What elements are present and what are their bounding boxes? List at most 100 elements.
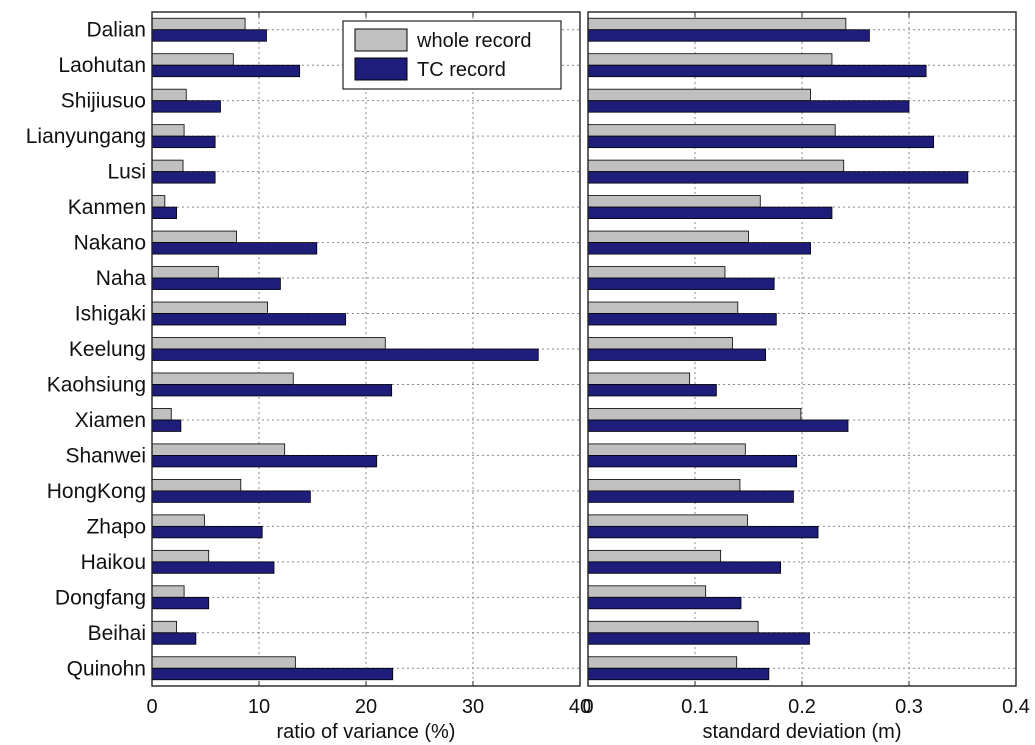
category-label-quinohn: Quinohn — [67, 657, 146, 680]
bar-whole-record-ishigaki — [151, 301, 268, 314]
bar-tc-record-naha — [587, 277, 775, 290]
bar-tc-record-beihai — [587, 632, 810, 645]
x-axis-label: standard deviation (m) — [703, 721, 902, 743]
bar-whole-record-lusi — [587, 159, 845, 173]
bar-tc-record-lusi — [151, 171, 216, 184]
bar-whole-record-shanwei — [587, 443, 746, 456]
bar-whole-record-nakano — [587, 230, 749, 243]
bar-whole-record-quinohn — [151, 656, 296, 669]
category-label-beihai: Beihai — [88, 622, 146, 645]
legend-label-whole-record: whole record — [416, 30, 532, 52]
bar-tc-record-kanmen — [151, 206, 178, 220]
bar-whole-record-hongkong — [151, 478, 242, 492]
category-label-nakano: Nakano — [74, 232, 146, 255]
category-label-naha: Naha — [96, 267, 147, 290]
panel-standard-deviation: 0 0.1 0.2 0.3 0.4 standard deviation (m) — [582, 11, 1030, 743]
bar-tc-record-lusi — [587, 171, 969, 184]
bar-tc-record-keelung — [587, 348, 767, 361]
category-label-hongkong: HongKong — [47, 480, 146, 503]
bar-whole-record-naha — [587, 266, 726, 279]
x-tick-label: 0.2 — [788, 696, 816, 718]
bar-tc-record-lianyungang — [587, 135, 935, 149]
bar-whole-record-dalian — [587, 17, 847, 31]
category-label-dalian: Dalian — [86, 19, 146, 42]
bar-tc-record-shijiusuo — [151, 100, 221, 113]
bar-whole-record-shijiusuo — [587, 88, 811, 102]
category-label-shanwei: Shanwei — [65, 444, 146, 467]
x-tick-label: 10 — [248, 696, 270, 718]
bar-whole-record-zhapo — [587, 514, 748, 527]
bar-whole-record-haikou — [587, 549, 722, 563]
category-label-lianyungang: Lianyungang — [26, 125, 146, 148]
bar-tc-record-nakano — [587, 242, 811, 255]
bar-tc-record-kaohsiung — [151, 384, 393, 397]
bar-whole-record-beihai — [587, 620, 759, 634]
bar-whole-record-kaohsiung — [587, 372, 691, 385]
bar-tc-record-keelung — [151, 348, 539, 361]
bar-tc-record-shanwei — [151, 455, 378, 468]
category-label-xiamen: Xiamen — [75, 409, 146, 432]
category-label-haikou: Haikou — [81, 551, 146, 574]
x-tick-label: 0.1 — [681, 696, 709, 718]
bar-tc-record-haikou — [587, 561, 782, 574]
bar-tc-record-zhapo — [151, 525, 263, 539]
bar-tc-record-dongfang — [151, 596, 210, 610]
bar-tc-record-kanmen — [587, 206, 833, 220]
bar-tc-record-dongfang — [587, 596, 742, 610]
bar-whole-record-dongfang — [587, 585, 707, 598]
bar-tc-record-kaohsiung — [587, 384, 717, 397]
bar-whole-record-xiamen — [151, 408, 172, 421]
x-tick-label: 0 — [582, 696, 593, 718]
x-tick-label: 20 — [355, 696, 377, 718]
bar-tc-record-naha — [151, 277, 281, 290]
category-label-dongfang: Dongfang — [55, 586, 146, 609]
bar-whole-record-hongkong — [587, 478, 741, 492]
bar-whole-record-laohutan — [151, 53, 234, 66]
bar-whole-record-beihai — [151, 620, 178, 634]
bar-whole-record-haikou — [151, 549, 210, 563]
x-tick-label: 0.4 — [1002, 696, 1030, 718]
bar-whole-record-keelung — [587, 337, 733, 350]
bar-tc-record-lianyungang — [151, 135, 216, 149]
bar-whole-record-nakano — [151, 230, 237, 243]
bar-whole-record-lusi — [151, 159, 184, 173]
legend: whole record TC record — [342, 20, 562, 90]
bar-tc-record-ishigaki — [587, 313, 777, 326]
x-axis-label: ratio of variance (%) — [277, 721, 456, 743]
category-label-kaohsiung: Kaohsiung — [47, 373, 146, 396]
panel-ratio-of-variance: Dalian Laohutan Shijiusuo Lianyungang Lusi Ka… — [26, 11, 591, 743]
bar-whole-record-quinohn — [587, 656, 738, 669]
bar-whole-record-laohutan — [587, 53, 833, 66]
bar-tc-record-laohutan — [587, 64, 927, 78]
bar-whole-record-kaohsiung — [151, 372, 294, 385]
bar-whole-record-lianyungang — [151, 124, 185, 137]
bar-whole-record-dalian — [151, 17, 246, 31]
x-tick-label: 0 — [146, 696, 157, 718]
bar-whole-record-shijiusuo — [151, 88, 187, 102]
category-label-kanmen: Kanmen — [68, 196, 146, 219]
bar-tc-record-nakano — [151, 242, 318, 255]
bar-tc-record-shijiusuo — [587, 100, 910, 113]
bar-whole-record-lianyungang — [587, 124, 836, 137]
category-label-ishigaki: Ishigaki — [75, 303, 146, 326]
bar-tc-record-dalian — [587, 29, 870, 42]
legend-swatch-tc-record — [354, 57, 408, 81]
bar-tc-record-xiamen — [587, 419, 849, 432]
category-label-zhapo: Zhapo — [86, 515, 146, 538]
bar-whole-record-kanmen — [151, 195, 166, 208]
x-tick-label: 30 — [462, 696, 484, 718]
legend-swatch-whole-record — [354, 28, 408, 52]
bar-whole-record-dongfang — [151, 585, 185, 598]
bar-whole-record-naha — [151, 266, 219, 279]
bar-tc-record-hongkong — [151, 490, 311, 503]
bar-tc-record-hongkong — [587, 490, 794, 503]
category-label-shijiusuo: Shijiusuo — [61, 90, 146, 113]
x-tick-label: 40 — [569, 696, 591, 718]
bar-whole-record-keelung — [151, 337, 386, 350]
bar-tc-record-ishigaki — [151, 313, 347, 326]
bar-tc-record-xiamen — [151, 419, 182, 432]
category-label-keelung: Keelung — [69, 338, 146, 361]
bar-tc-record-laohutan — [151, 64, 301, 78]
bar-tc-record-zhapo — [587, 525, 819, 539]
